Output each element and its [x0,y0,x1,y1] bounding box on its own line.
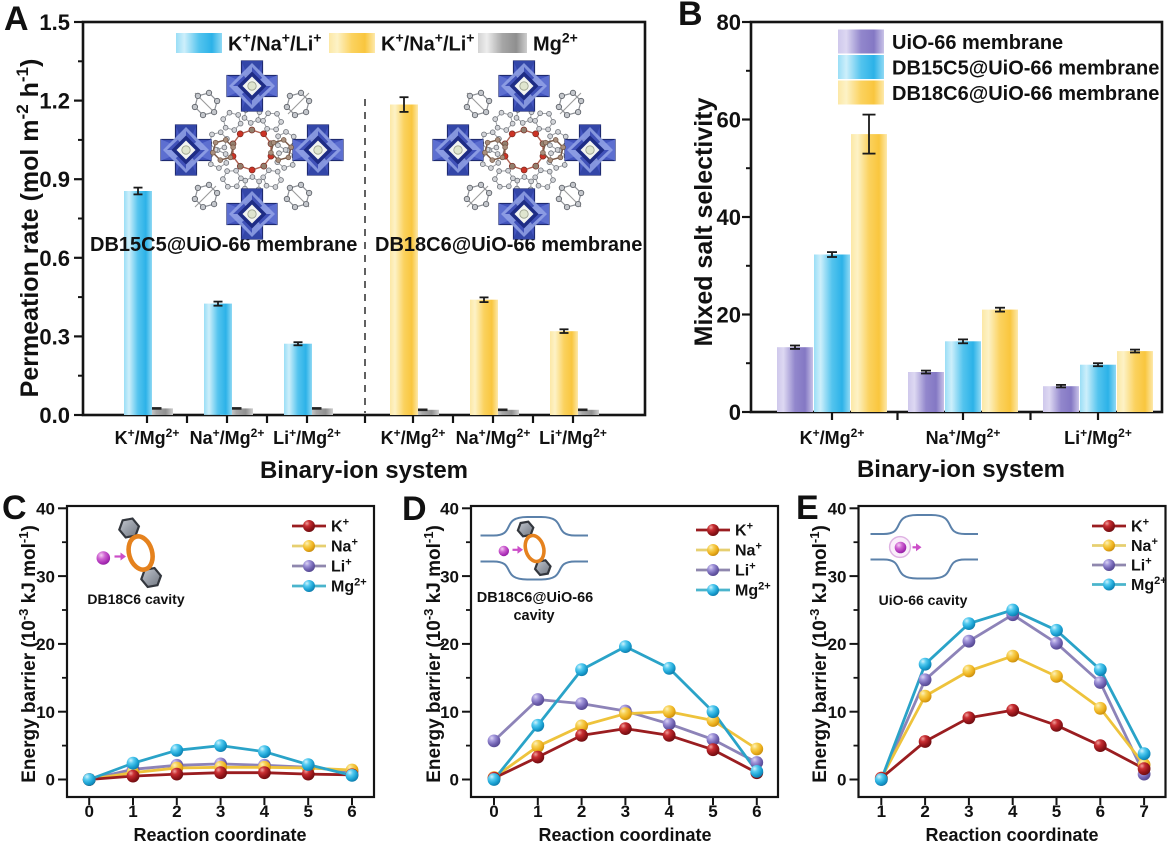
svg-text:1: 1 [128,802,137,821]
svg-text:1.5: 1.5 [39,10,70,35]
svg-text:2: 2 [577,802,586,821]
svg-text:0.0: 0.0 [39,403,70,428]
svg-text:DB15C5@UiO-66 membrane: DB15C5@UiO-66 membrane [90,234,357,256]
svg-text:60: 60 [717,108,741,133]
svg-text:5: 5 [303,802,312,821]
svg-text:E: E [796,489,819,527]
svg-text:Na+/Mg2+: Na+/Mg2+ [190,426,265,448]
svg-text:20: 20 [36,635,55,654]
svg-text:UiO-66 cavity: UiO-66 cavity [879,592,968,608]
svg-text:0: 0 [489,802,498,821]
svg-text:Reaction coordinate: Reaction coordinate [538,825,711,845]
svg-text:6: 6 [1096,802,1105,821]
svg-text:3: 3 [216,802,225,821]
svg-text:3: 3 [964,802,973,821]
svg-text:40: 40 [440,500,459,519]
svg-text:1: 1 [533,802,542,821]
svg-text:C: C [2,489,27,527]
svg-text:Reaction coordinate: Reaction coordinate [133,825,306,845]
svg-text:7: 7 [1139,802,1148,821]
svg-text:5: 5 [1052,802,1061,821]
svg-text:0.3: 0.3 [39,324,70,349]
svg-text:10: 10 [440,703,459,722]
svg-text:Binary-ion system: Binary-ion system [260,457,468,484]
svg-text:20: 20 [828,635,847,654]
svg-text:0: 0 [84,802,93,821]
svg-text:Binary-ion system: Binary-ion system [857,456,1065,483]
svg-text:Mixed salt selectivity: Mixed salt selectivity [690,98,718,347]
svg-text:3: 3 [621,802,630,821]
svg-text:1.2: 1.2 [39,89,70,114]
svg-text:A: A [4,0,29,38]
svg-text:0.6: 0.6 [39,246,70,271]
svg-text:4: 4 [664,802,674,821]
svg-text:B: B [678,0,703,33]
svg-text:10: 10 [828,703,847,722]
svg-text:0.9: 0.9 [39,167,70,192]
svg-text:D: D [402,490,427,528]
svg-text:UiO-66 membrane: UiO-66 membrane [892,32,1063,54]
svg-text:K+/Na+/Li+: K+/Na+/Li+ [228,30,321,56]
svg-text:cavity: cavity [513,608,554,624]
svg-text:80: 80 [717,10,741,35]
svg-text:Energy barrier (10-3 kJ mol-1): Energy barrier (10-3 kJ mol-1) [421,525,445,783]
svg-text:Na+: Na+ [1131,536,1158,555]
svg-text:20: 20 [440,635,459,654]
svg-text:4: 4 [1008,802,1018,821]
svg-text:40: 40 [828,500,847,519]
svg-text:30: 30 [828,567,847,586]
svg-text:Na+/Mg2+: Na+/Mg2+ [456,426,531,448]
svg-text:DB18C6@UiO-66: DB18C6@UiO-66 [477,590,593,606]
svg-text:Na+: Na+ [735,541,762,560]
svg-text:40: 40 [36,500,55,519]
svg-text:0: 0 [729,400,741,425]
svg-text:20: 20 [717,303,741,328]
svg-text:Na+: Na+ [331,537,358,556]
svg-text:Reaction coordinate: Reaction coordinate [925,825,1098,845]
svg-text:5: 5 [708,802,717,821]
svg-text:DB18C6@UiO-66 membrane: DB18C6@UiO-66 membrane [375,234,642,256]
svg-text:DB15C5@UiO-66 membrane: DB15C5@UiO-66 membrane [892,58,1159,80]
svg-text:1: 1 [877,802,886,821]
svg-text:DB18C6@UiO-66 membrane: DB18C6@UiO-66 membrane [892,83,1159,105]
svg-text:40: 40 [717,205,741,230]
svg-text:Na+/Mg2+: Na+/Mg2+ [926,426,1001,448]
svg-text:6: 6 [347,802,356,821]
svg-text:4: 4 [260,802,270,821]
svg-text:2: 2 [172,802,181,821]
svg-text:30: 30 [36,567,55,586]
svg-text:DB18C6 cavity: DB18C6 cavity [87,591,184,607]
svg-text:0: 0 [837,771,846,790]
svg-text:2: 2 [920,802,929,821]
svg-text:Permeation rate (mol m-2 h-1): Permeation rate (mol m-2 h-1) [13,59,44,398]
svg-text:Energy barrier (10-3 kJ mol-1): Energy barrier (10-3 kJ mol-1) [807,525,831,783]
svg-text:6: 6 [752,802,761,821]
svg-text:30: 30 [440,567,459,586]
svg-text:10: 10 [36,703,55,722]
svg-text:0: 0 [46,771,55,790]
svg-text:K+/Na+/Li+: K+/Na+/Li+ [381,30,474,56]
svg-text:Energy barrier (10-3 kJ mol-1): Energy barrier (10-3 kJ mol-1) [16,525,40,783]
svg-text:0: 0 [450,771,459,790]
